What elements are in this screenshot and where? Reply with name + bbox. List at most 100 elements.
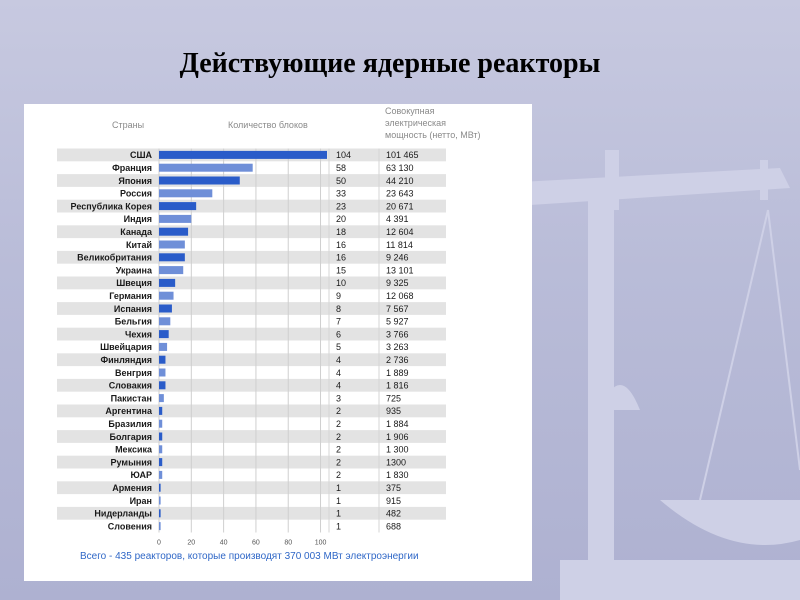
row-band	[57, 199, 446, 213]
bar	[159, 509, 161, 518]
bar	[159, 227, 189, 236]
block-count-label: 20	[336, 214, 346, 224]
country-label: ЮАР	[130, 470, 152, 480]
country-label: Словения	[108, 521, 152, 531]
capacity-label: 44 210	[386, 176, 414, 186]
country-label: Бельгия	[115, 317, 152, 327]
country-label: Нидерланды	[94, 509, 152, 519]
bar	[159, 189, 213, 198]
bar	[159, 266, 184, 275]
row-band	[57, 250, 446, 264]
x-tick-label: 0	[157, 540, 161, 547]
country-label: Болгария	[110, 432, 153, 442]
block-count-label: 18	[336, 227, 346, 237]
country-label: Республика Корея	[71, 201, 152, 211]
capacity-label: 3 766	[386, 329, 409, 339]
capacity-label: 935	[386, 406, 401, 416]
country-label: Германия	[109, 291, 152, 301]
country-label: США	[130, 150, 153, 160]
country-label: Япония	[118, 176, 152, 186]
row-band	[57, 378, 446, 392]
bar	[159, 368, 166, 377]
capacity-label: 1 816	[386, 381, 409, 391]
capacity-label: 375	[386, 483, 401, 493]
capacity-label: 7 567	[386, 304, 409, 314]
chart-footnote: Всего - 435 реакторов, которые производя…	[80, 551, 419, 562]
bar	[159, 214, 192, 223]
country-label: Швейцария	[100, 342, 152, 352]
block-count-label: 104	[336, 150, 351, 160]
block-count-label: 1	[336, 509, 341, 519]
block-count-label: 4	[336, 381, 341, 391]
block-count-label: 7	[336, 317, 341, 327]
bar	[159, 445, 163, 454]
block-count-label: 15	[336, 265, 346, 275]
country-label: Бразилия	[108, 419, 152, 429]
capacity-label: 1 906	[386, 432, 409, 442]
block-count-label: 2	[336, 457, 341, 467]
x-tick-label: 100	[315, 540, 327, 547]
bar	[159, 253, 185, 262]
bar	[159, 419, 163, 428]
block-count-label: 9	[336, 291, 341, 301]
country-label: Румыния	[111, 457, 152, 467]
reactor-bar-chart: Страны Количество блоков Совокупная электри…	[57, 106, 481, 547]
bar	[159, 522, 161, 531]
country-label: Мексика	[115, 445, 153, 455]
capacity-label: 12 604	[386, 227, 414, 237]
bar	[159, 483, 161, 492]
bar	[159, 432, 163, 441]
capacity-label: 2 736	[386, 355, 409, 365]
block-count-label: 33	[336, 189, 346, 199]
bar	[159, 176, 240, 185]
block-count-label: 1	[336, 496, 341, 506]
header-country: Страны	[112, 120, 144, 130]
capacity-label: 3 263	[386, 342, 409, 352]
capacity-label: 13 101	[386, 265, 414, 275]
x-tick-label: 20	[187, 540, 195, 547]
capacity-label: 1 830	[386, 470, 409, 480]
bar	[159, 163, 253, 172]
row-band	[57, 174, 446, 187]
country-label: Словакия	[109, 381, 152, 391]
country-label: Китай	[126, 240, 152, 250]
block-count-label: 16	[336, 253, 346, 263]
block-count-label: 10	[336, 278, 346, 288]
row-band	[57, 353, 446, 367]
capacity-label: 9 246	[386, 253, 409, 263]
block-count-label: 3	[336, 393, 341, 403]
capacity-label: 23 643	[386, 189, 414, 199]
capacity-label: 9 325	[386, 278, 409, 288]
block-count-label: 50	[336, 176, 346, 186]
header-capacity-line: электрическая	[385, 118, 446, 128]
capacity-label: 12 068	[386, 291, 414, 301]
row-band	[57, 225, 446, 239]
row-band	[57, 404, 446, 418]
block-count-label: 4	[336, 355, 341, 365]
country-label: Армения	[112, 483, 152, 493]
bar	[159, 342, 168, 351]
row-band	[57, 327, 446, 341]
block-count-label: 2	[336, 419, 341, 429]
block-count-label: 2	[336, 470, 341, 480]
slide-title: Действующие ядерные реакторы	[179, 48, 601, 79]
row-band	[57, 455, 446, 469]
country-label: Индия	[124, 214, 152, 224]
country-label: Франция	[112, 163, 152, 173]
bar	[159, 304, 172, 313]
country-label: Финляндия	[100, 355, 152, 365]
capacity-label: 915	[386, 496, 401, 506]
row-band	[57, 506, 446, 520]
x-tick-label: 60	[252, 540, 260, 547]
capacity-label: 11 814	[386, 240, 413, 250]
bar	[159, 406, 163, 415]
bar	[159, 330, 169, 339]
bar	[159, 458, 163, 467]
block-count-label: 8	[336, 304, 341, 314]
capacity-label: 482	[386, 509, 401, 519]
country-label: Венгрия	[115, 368, 152, 378]
block-count-label: 2	[336, 406, 341, 416]
country-label: Канада	[120, 227, 153, 237]
bar	[159, 202, 197, 211]
bar	[159, 394, 164, 403]
